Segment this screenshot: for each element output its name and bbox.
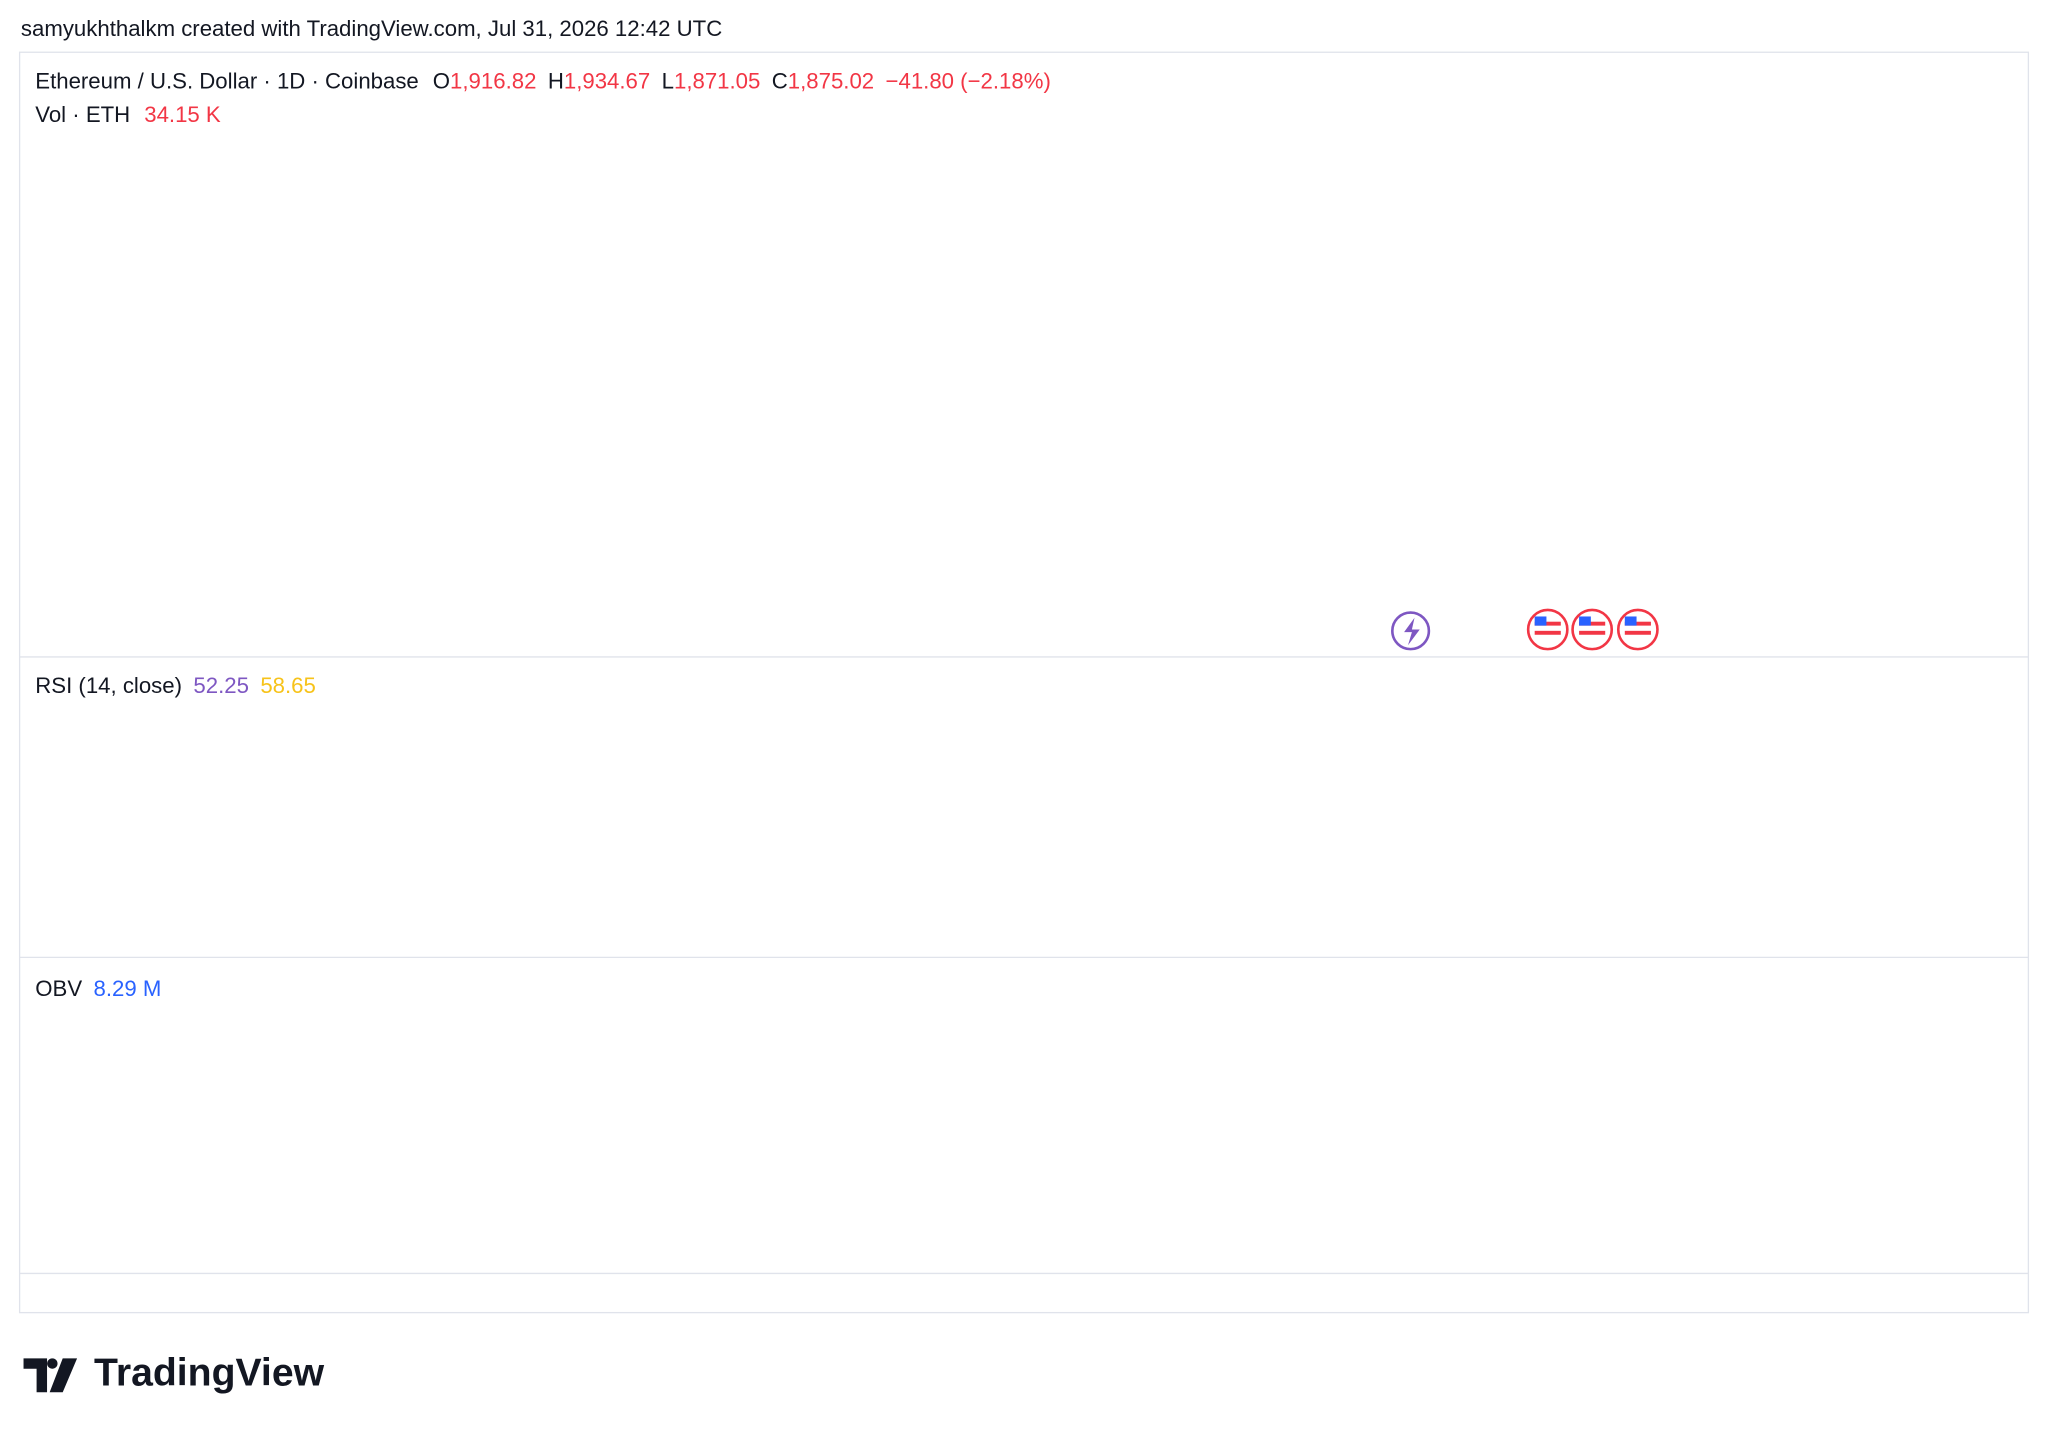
volume-value: 34.15 K	[144, 102, 221, 127]
obv-legend: OBV 8.29 M	[35, 976, 161, 1001]
ohlc-name: H	[548, 68, 564, 93]
obv-title: OBV	[35, 976, 82, 1001]
logo-text: TradingView	[94, 1352, 325, 1395]
change: −41.80 (−2.18%)	[886, 68, 1051, 93]
symbol-title: Ethereum / U.S. Dollar · 1D · Coinbase	[35, 68, 418, 93]
event-icons	[1391, 608, 1659, 651]
volume-legend: Vol · ETH 34.15 K	[35, 102, 221, 127]
rsi-legend: RSI (14, close) 52.25 58.65	[35, 673, 316, 698]
flag-icon	[1526, 608, 1659, 651]
logo-icon	[23, 1358, 78, 1393]
ohlc-name: L	[662, 68, 674, 93]
ohlc-value: 1,916.82	[450, 68, 536, 93]
volume-title: Vol · ETH	[35, 102, 130, 127]
ohlc-value: 1,934.67	[564, 68, 650, 93]
rsi-ma-value: 58.65	[260, 673, 316, 698]
icon	[1404, 617, 1420, 646]
ohlc-value: 1,875.02	[788, 68, 874, 93]
ohlc-value: 1,871.05	[674, 68, 760, 93]
obv-value: 8.29 M	[94, 976, 162, 1001]
rsi-title: RSI (14, close)	[35, 673, 182, 698]
attribution: samyukhthalkm created with TradingView.c…	[21, 16, 722, 41]
rsi-value: 52.25	[193, 673, 249, 698]
footer-logo: TradingView	[23, 1352, 325, 1395]
ohlc-name: C	[772, 68, 788, 93]
ohlc-name: O	[433, 68, 450, 93]
price-legend: Ethereum / U.S. Dollar · 1D · Coinbase O…	[35, 68, 1051, 93]
chart-frame	[18, 51, 2030, 1314]
